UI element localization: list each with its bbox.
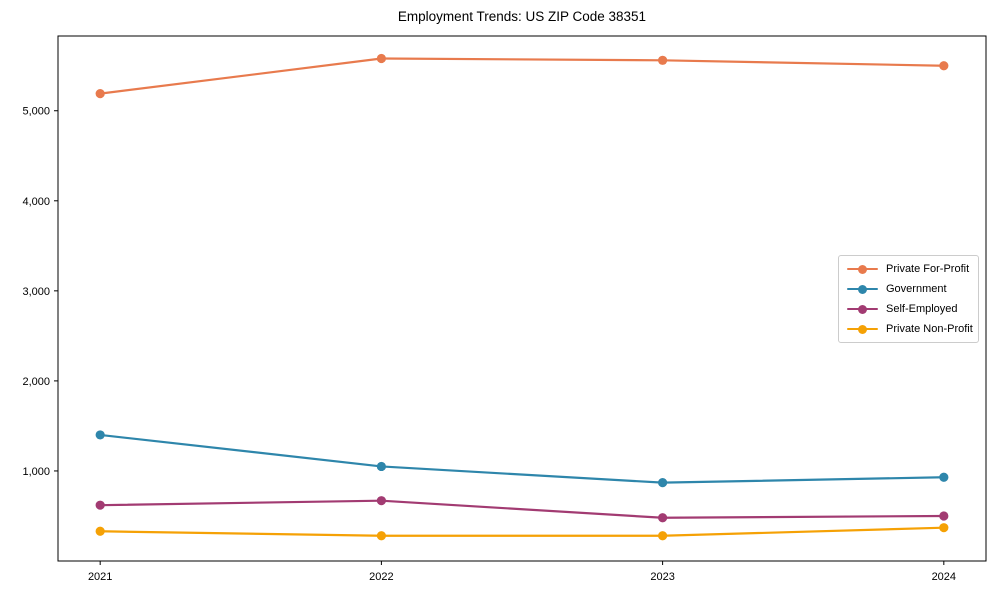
- x-tick-label: 2024: [932, 571, 956, 583]
- legend-label: Private Non-Profit: [886, 323, 973, 335]
- legend-item-private-non-profit: Private Non-Profit: [847, 323, 973, 335]
- data-point-government-2023: [658, 478, 668, 488]
- data-point-private-non-profit-2024: [939, 523, 949, 533]
- legend-label: Government: [886, 283, 947, 295]
- series-line-government: [99, 433, 945, 484]
- data-point-government-2021: [95, 430, 105, 440]
- y-tick-label: 3,000: [22, 286, 50, 298]
- legend-item-government: Government: [847, 283, 970, 295]
- data-point-self-employed-2023: [658, 513, 668, 523]
- legend-swatch-icon: [847, 264, 878, 274]
- x-tick-label: 2023: [650, 571, 674, 583]
- legend-item-self-employed: Self-Employed: [847, 303, 970, 315]
- data-point-self-employed-2024: [939, 511, 949, 521]
- data-point-private-for-profit-2021: [95, 89, 105, 99]
- y-tick-label: 1,000: [22, 466, 50, 478]
- axes-frame: [57, 35, 987, 562]
- legend-label: Private For-Profit: [886, 263, 970, 275]
- data-point-private-non-profit-2023: [658, 531, 668, 541]
- legend-label: Self-Employed: [886, 303, 958, 315]
- series-line-private-for-profit: [99, 57, 945, 95]
- legend-swatch-icon: [847, 304, 878, 314]
- data-point-self-employed-2022: [376, 496, 386, 506]
- data-point-private-for-profit-2024: [939, 61, 949, 71]
- legend-item-private-for-profit: Private For-Profit: [847, 263, 970, 275]
- data-point-self-employed-2021: [95, 500, 105, 510]
- legend-swatch-icon: [847, 284, 878, 294]
- data-point-government-2022: [376, 461, 386, 472]
- series-line-self-employed: [99, 499, 945, 519]
- data-point-private-for-profit-2022: [376, 53, 386, 64]
- y-tick-label: 2,000: [22, 376, 50, 388]
- series-line-private-non-profit: [99, 526, 945, 537]
- legend: Private For-Profit Government Self-Employe…: [838, 255, 979, 343]
- chart-title: Employment Trends: US ZIP Code 38351: [397, 9, 647, 24]
- legend-swatch-icon: [847, 324, 878, 334]
- x-tick-label: 2022: [369, 571, 393, 583]
- data-point-private-non-profit-2021: [95, 526, 105, 536]
- x-tick-label: 2021: [88, 571, 112, 583]
- data-point-private-for-profit-2023: [658, 55, 668, 65]
- data-point-government-2024: [939, 472, 949, 482]
- y-tick-label: 4,000: [22, 196, 50, 208]
- y-tick-label: 5,000: [22, 106, 50, 118]
- data-point-private-non-profit-2022: [376, 531, 386, 541]
